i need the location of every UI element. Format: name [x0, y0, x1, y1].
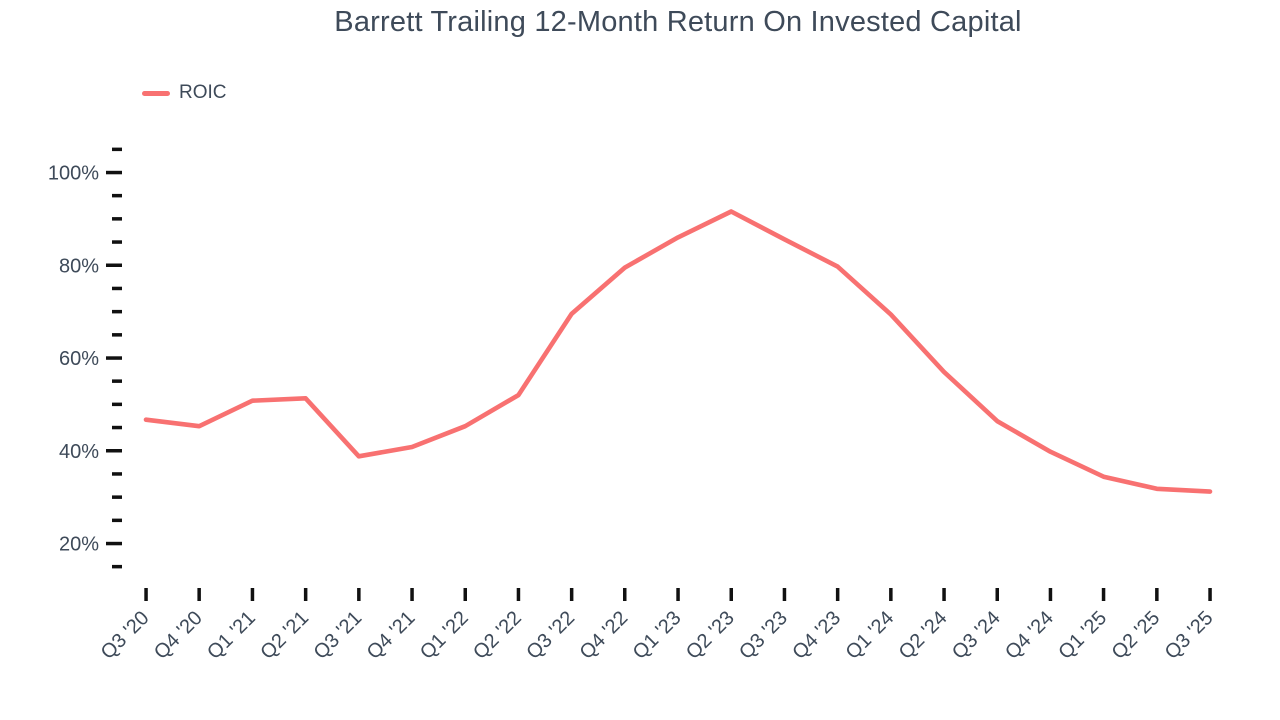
y-axis-major-tick: [106, 449, 122, 453]
x-axis-tick: [942, 588, 946, 601]
x-axis-tick: [835, 588, 840, 601]
x-axis-tick: [995, 588, 999, 601]
roic-line: [143, 209, 1213, 494]
x-axis-tick: [303, 588, 308, 601]
legend-line-swatch: [142, 90, 170, 96]
x-axis-label: Q4 '23: [788, 607, 845, 664]
x-axis-label: Q4 '22: [576, 607, 633, 664]
y-axis-label: 40%: [59, 441, 99, 463]
x-axis-label: Q4 '24: [1001, 607, 1058, 664]
legend-label: ROIC: [179, 82, 227, 103]
y-axis-label: 60%: [59, 348, 99, 370]
x-axis-label: Q2 '24: [895, 607, 952, 664]
x-axis-label: Q2 '21: [256, 607, 313, 664]
y-axis-minor-tick: [112, 425, 122, 430]
x-axis-tick: [1208, 588, 1212, 601]
x-axis-tick: [463, 588, 467, 601]
y-axis-label: 100%: [48, 163, 99, 185]
x-axis-label: Q2 '22: [469, 607, 526, 664]
x-axis-label: Q3 '23: [735, 607, 792, 664]
x-axis-tick: [676, 588, 680, 601]
x-axis-label: Q3 '22: [522, 607, 579, 664]
x-axis-tick: [569, 588, 574, 601]
x-axis-label: Q1 '25: [1054, 607, 1111, 664]
y-axis-major-tick: [106, 541, 122, 546]
x-axis-tick: [889, 588, 893, 601]
y-axis-minor-tick: [112, 379, 122, 383]
x-axis-tick: [1155, 588, 1159, 601]
x-axis-label: Q1 '23: [629, 607, 686, 664]
x-axis-tick: [410, 588, 414, 601]
y-axis-minor-tick: [112, 472, 122, 476]
x-axis-tick: [357, 588, 361, 601]
x-axis-label: Q3 '25: [1161, 607, 1218, 664]
y-axis-minor-tick: [112, 193, 122, 198]
y-axis-minor-tick: [112, 217, 122, 221]
y-axis-minor-tick: [112, 240, 122, 244]
y-axis-label: 20%: [59, 534, 99, 556]
y-axis-minor-tick: [112, 286, 122, 291]
x-axis-tick: [144, 588, 148, 601]
x-axis-tick: [250, 588, 255, 601]
y-axis-major-tick: [106, 356, 122, 360]
x-axis-label: Q2 '25: [1108, 607, 1165, 664]
x-axis-tick: [1048, 588, 1053, 601]
y-axis-minor-tick: [112, 564, 122, 569]
x-axis-label: Q1 '22: [416, 607, 473, 664]
x-axis-tick: [729, 588, 733, 601]
y-axis-major-tick: [106, 263, 122, 267]
y-axis-minor-tick: [112, 147, 122, 152]
y-axis-minor-tick: [112, 402, 122, 407]
y-axis-label: 80%: [59, 255, 99, 277]
chart-title: Barrett Trailing 12-Month Return On Inve…: [334, 6, 1022, 38]
x-axis-label: Q3 '20: [97, 607, 154, 664]
x-axis-label: Q1 '24: [842, 607, 899, 664]
x-axis-tick: [197, 588, 201, 601]
x-axis-label: Q3 '24: [948, 607, 1005, 664]
y-axis-minor-tick: [112, 333, 122, 337]
x-axis-label: Q4 '20: [150, 607, 207, 664]
x-axis-tick: [623, 588, 627, 601]
y-axis-minor-tick: [112, 309, 122, 314]
x-axis-label: Q4 '21: [363, 607, 420, 664]
x-axis-label: Q1 '21: [203, 607, 260, 664]
x-axis-tick: [1101, 588, 1106, 601]
x-axis-label: Q3 '21: [310, 607, 367, 664]
y-axis-minor-tick: [112, 518, 122, 523]
y-axis-major-tick: [106, 170, 122, 175]
x-axis-label: Q2 '23: [682, 607, 739, 664]
x-axis-tick: [516, 588, 521, 601]
legend: ROIC: [142, 82, 227, 104]
x-axis-tick: [782, 588, 787, 601]
y-axis-minor-tick: [112, 495, 122, 499]
